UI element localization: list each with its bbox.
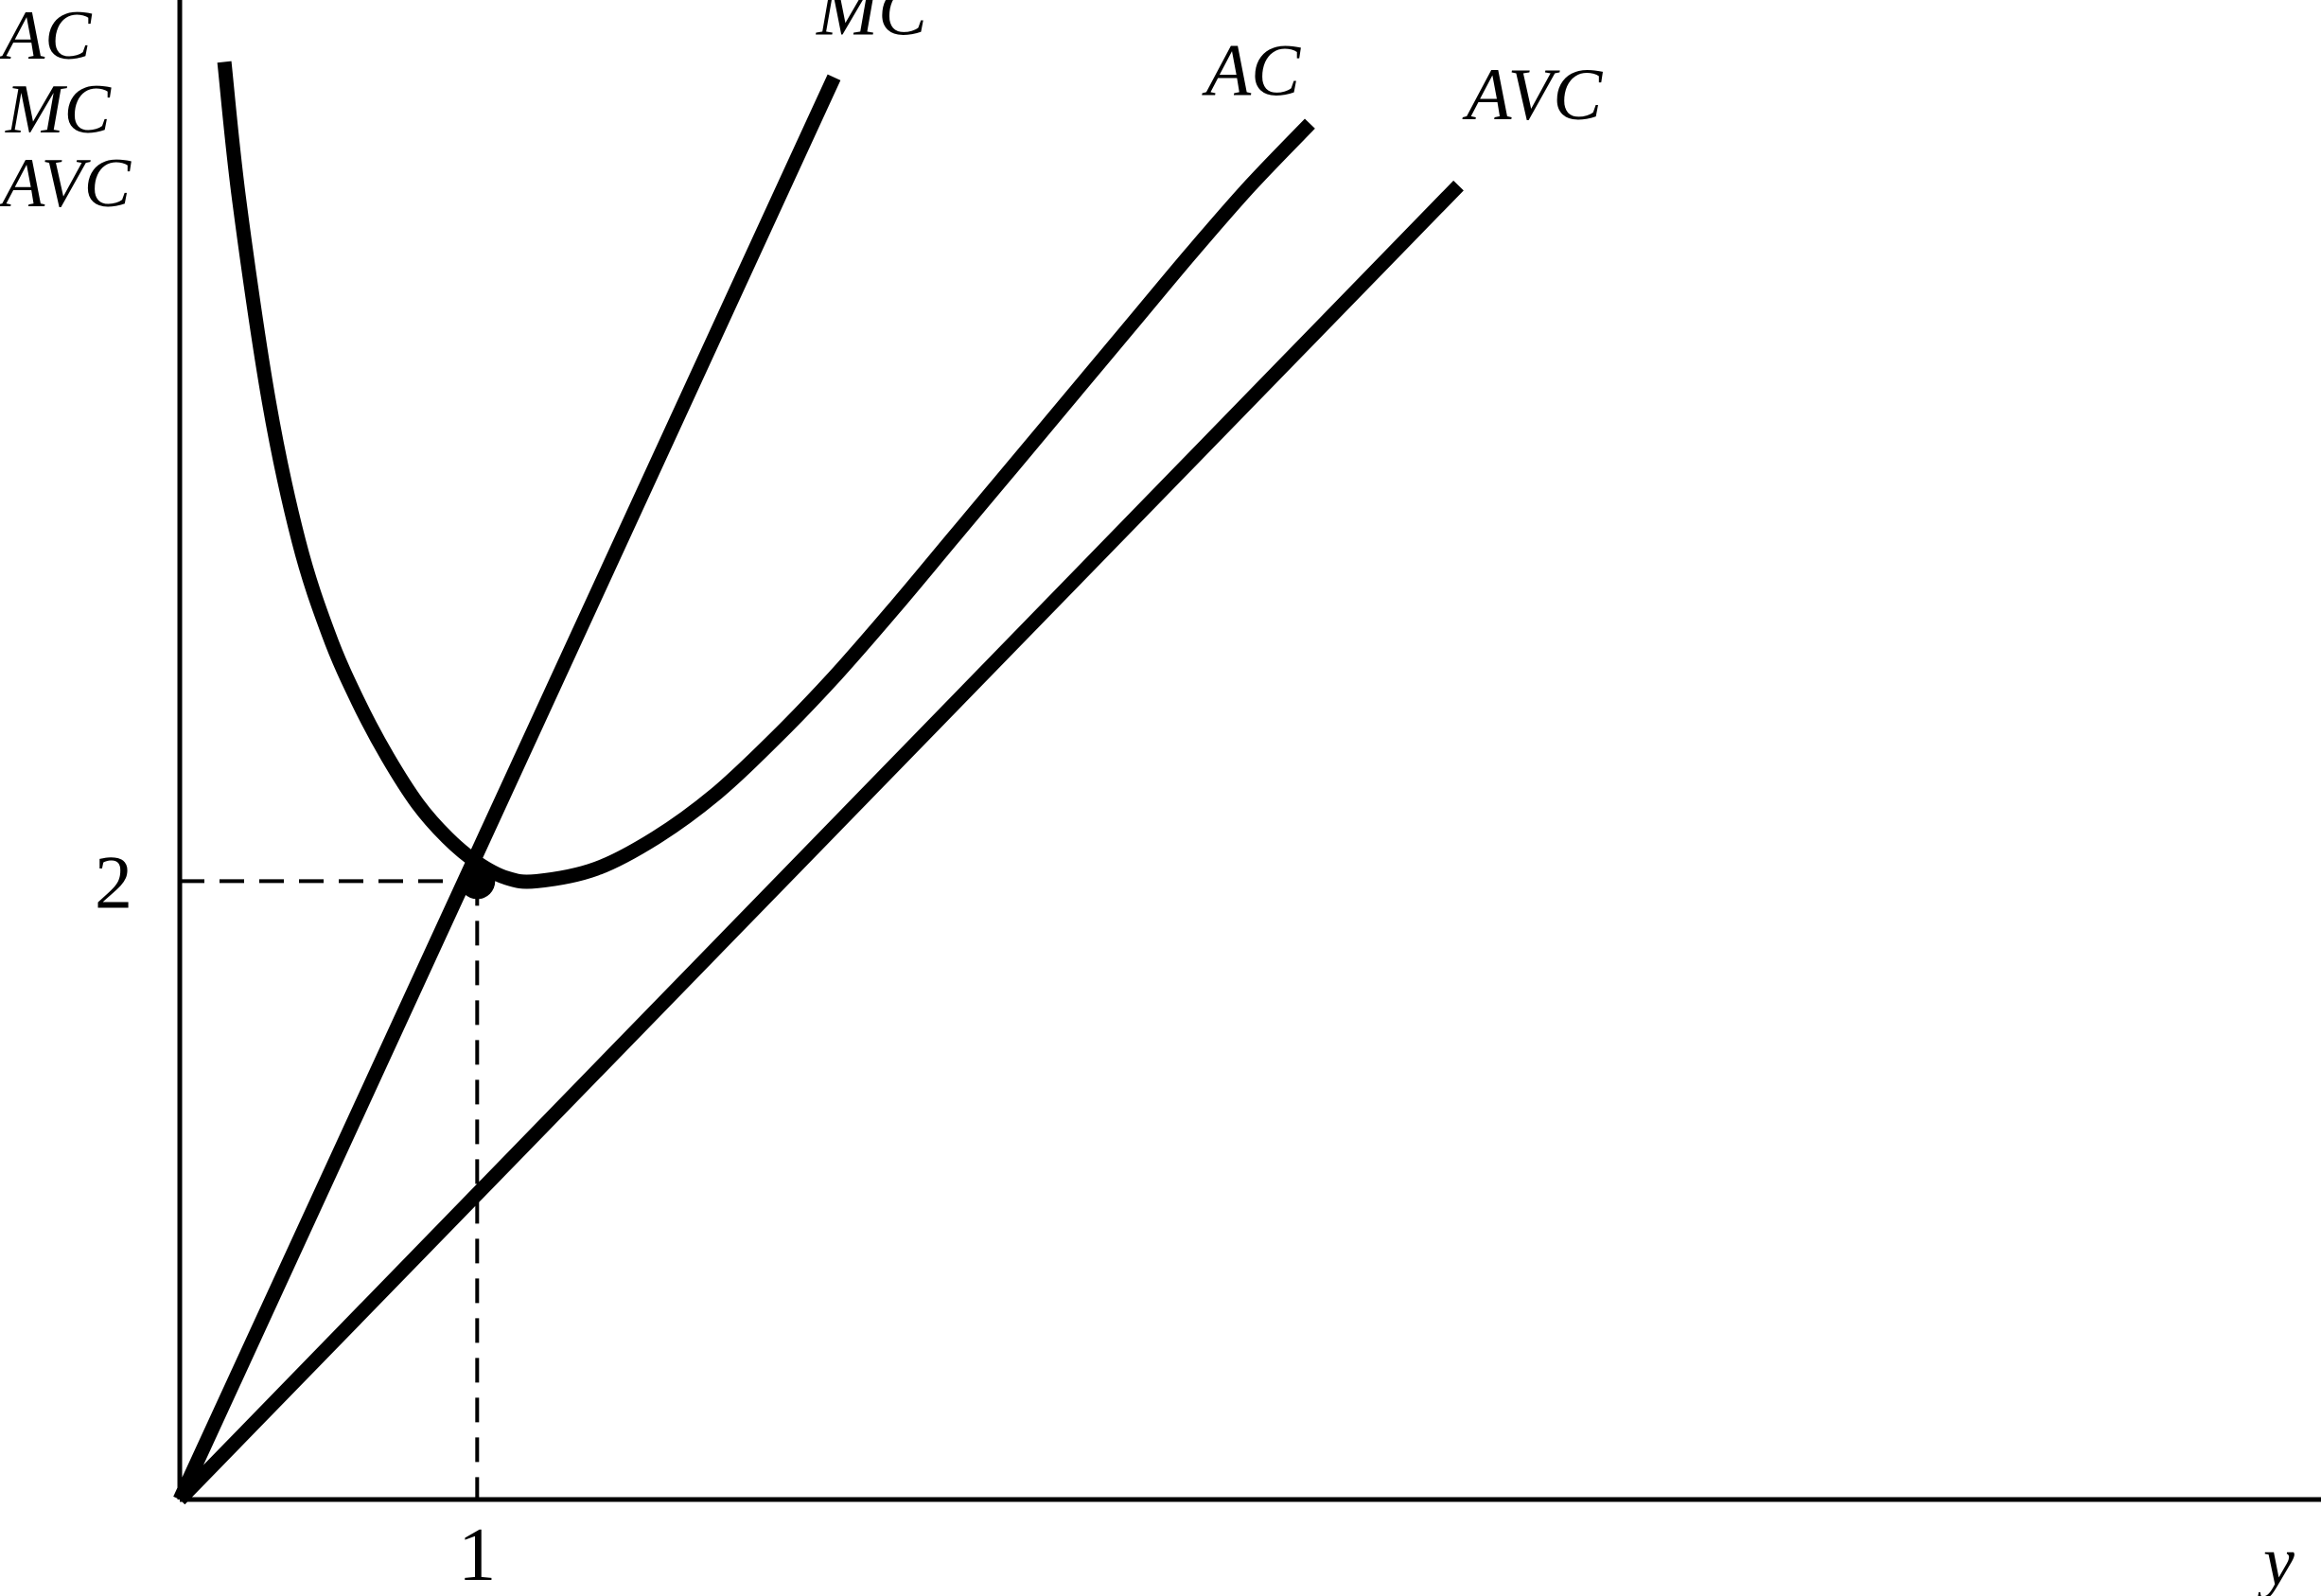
axes: 12 <box>95 0 2321 1596</box>
series-ac-label: AC <box>1202 29 1302 112</box>
y-axis-label-line-3: AVC <box>0 145 132 222</box>
series-mc-line <box>173 74 841 1503</box>
series-avc-line <box>174 180 1464 1505</box>
x-tick-label: 1 <box>458 1514 496 1596</box>
curves: MC AC AVC <box>173 0 1603 1505</box>
series-avc-label: AVC <box>1462 53 1603 135</box>
y-axis-label-line-2: MC <box>5 71 113 149</box>
y-tick-label: 2 <box>95 841 132 924</box>
x-axis-label: y <box>2257 1523 2295 1596</box>
y-axis-label-line-1: AC <box>0 0 93 75</box>
series-ac-line <box>217 61 1315 889</box>
dashed-guides <box>180 879 480 1500</box>
series-mc-label: MC <box>816 0 928 51</box>
intersection-point <box>459 863 496 900</box>
